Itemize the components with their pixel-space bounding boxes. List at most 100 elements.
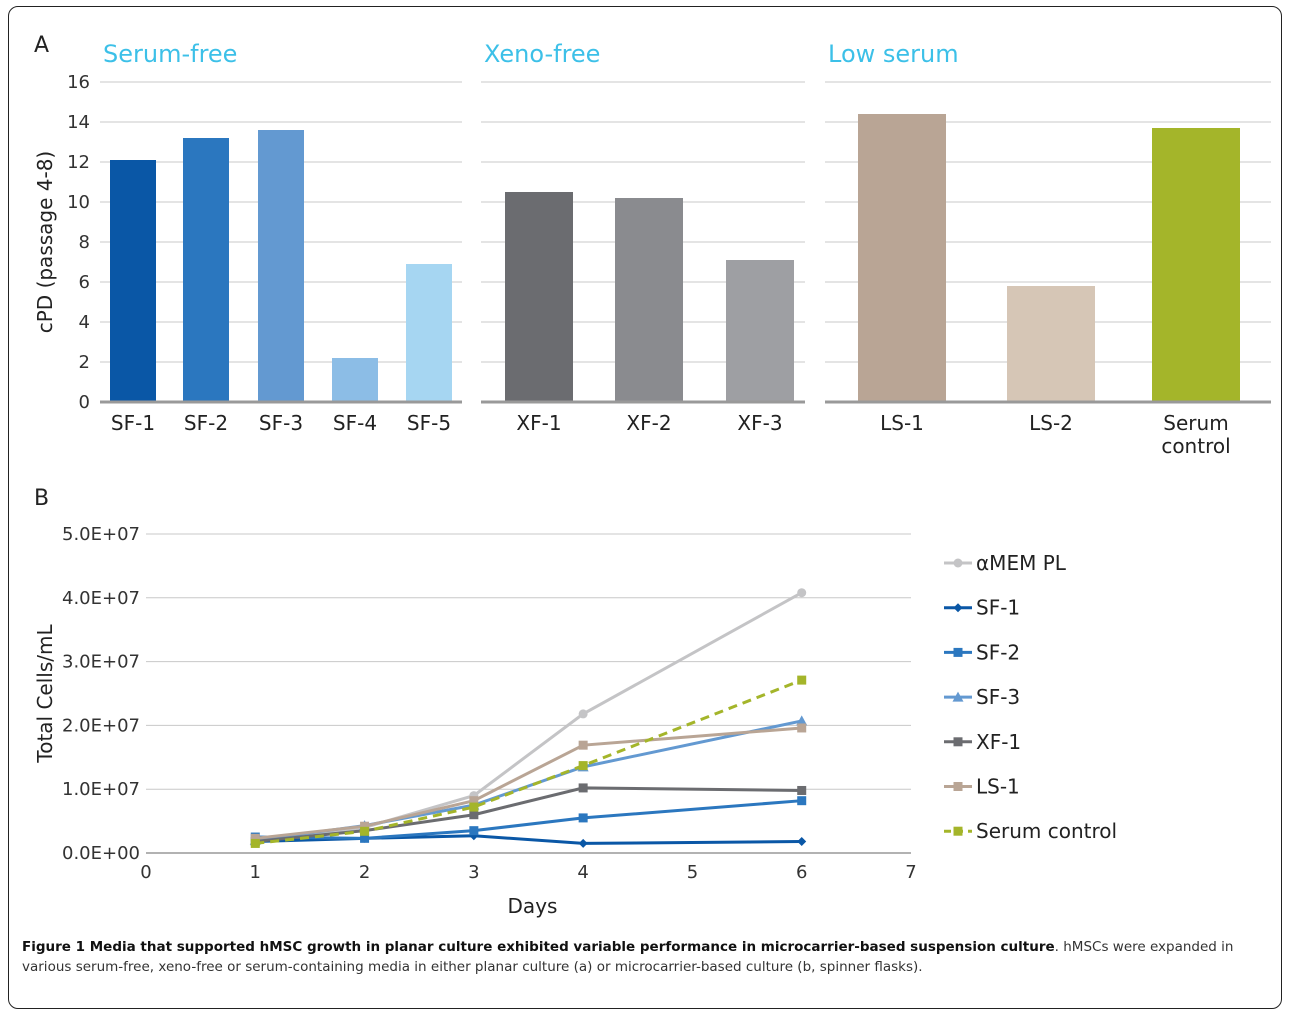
y-axis-title: Total Cells/mL — [33, 624, 57, 764]
data-point — [578, 761, 588, 771]
x-tick-label: 4 — [577, 862, 588, 883]
category-label: SF-1 — [111, 411, 155, 435]
legend-marker — [953, 782, 963, 791]
data-point — [578, 838, 588, 848]
x-tick-label: 7 — [905, 862, 916, 883]
data-point — [360, 833, 370, 843]
category-label: SF-4 — [333, 411, 377, 435]
data-point — [469, 802, 479, 812]
figure-frame — [8, 6, 1282, 1009]
data-point — [469, 810, 479, 820]
x-axis-title: Days — [508, 894, 558, 918]
bar-xf-2 — [615, 198, 683, 402]
caption-title: Figure 1 Media that supported hMSC growt… — [22, 939, 1055, 955]
data-point — [797, 796, 807, 806]
y-tick-label: 8 — [79, 232, 90, 253]
legend-label: XF-1 — [976, 730, 1021, 754]
legend-item-ls-1: LS-1 — [944, 775, 1020, 799]
category-label: XF-1 — [516, 411, 561, 435]
bar-group-serum-free: Serum-free SF-1 SF-2 SF-3 SF-4 SF-5 — [100, 40, 462, 435]
data-point — [797, 675, 807, 685]
y-tick-label: 16 — [67, 72, 90, 93]
y-tick-label: 5.0E+07 — [62, 524, 140, 545]
data-point — [797, 785, 807, 795]
category-label: SF-3 — [259, 411, 303, 435]
y-tick-label: 1.0E+07 — [62, 779, 140, 800]
y-tick-label: 0.0E+00 — [62, 843, 140, 864]
data-point — [797, 588, 807, 598]
x-tick-label: 1 — [250, 862, 261, 883]
category-label: XF-3 — [737, 411, 782, 435]
legend-label: SF-2 — [976, 640, 1020, 664]
panel-label-b: B — [34, 486, 49, 511]
series-line — [255, 678, 803, 845]
category-label: control — [1161, 434, 1230, 458]
data-point — [796, 715, 808, 726]
legend-label: αMEM PL — [976, 551, 1067, 575]
data-point — [469, 796, 479, 806]
y-tick-label: 2.0E+07 — [62, 715, 140, 736]
legend-item-xf-1: XF-1 — [944, 730, 1021, 754]
y-tick-label: 4 — [79, 312, 90, 333]
bar-group-xeno-free: Xeno-free XF-1 XF-2 XF-3 — [481, 40, 805, 435]
legend-item-sf-3: SF-3 — [944, 685, 1020, 709]
bar-sf-5 — [406, 264, 452, 402]
bar-sf-3 — [258, 130, 304, 402]
y-tick-label: 12 — [67, 152, 90, 173]
x-tick-label: 3 — [468, 862, 479, 883]
bar-ls-2 — [1007, 286, 1095, 402]
legend-marker — [953, 826, 963, 836]
category-label: LS-1 — [880, 411, 924, 435]
figure-caption: Figure 1 Media that supported hMSC growt… — [22, 937, 1272, 977]
legend-item-sf-2: SF-2 — [944, 640, 1020, 664]
legend-label: SF-3 — [976, 685, 1020, 709]
series-serum-control — [250, 675, 807, 848]
group-title: Xeno-free — [484, 40, 600, 68]
y-tick-label: 4.0E+07 — [62, 588, 140, 609]
series-ls-1 — [250, 723, 807, 843]
data-point — [360, 826, 370, 836]
data-point — [578, 813, 588, 823]
group-title: Low serum — [828, 40, 959, 68]
legend-label: LS-1 — [976, 775, 1020, 799]
bar-sf-4 — [332, 358, 378, 402]
group-title: Serum-free — [103, 40, 237, 68]
legend-marker — [953, 647, 963, 657]
x-tick-label: 5 — [687, 862, 698, 883]
y-tick-label: 2 — [79, 352, 90, 373]
y-tick-label: 3.0E+07 — [62, 652, 140, 673]
legend-marker — [953, 737, 963, 747]
caption-body: . hMSCs were expanded in various serum-f… — [22, 939, 1234, 975]
data-point — [360, 821, 370, 831]
category-label: SF-5 — [407, 411, 451, 435]
legend-marker — [953, 558, 963, 568]
data-point — [250, 833, 260, 843]
y-tick-label: 10 — [67, 192, 90, 213]
panel-b-line-chart: B 0.0E+00 1.0E+07 2.0E+07 3.0E+07 4.0E+07 5.0E… — [33, 486, 1117, 918]
bar-sf-2 — [183, 138, 229, 402]
bar-sf-1 — [110, 160, 156, 402]
data-point — [797, 723, 807, 733]
legend-label: Serum control — [976, 819, 1117, 843]
panel-label-a: A — [34, 33, 49, 58]
category-label: XF-2 — [626, 411, 671, 435]
data-point — [578, 709, 588, 719]
data-point — [578, 783, 588, 793]
bar-xf-3 — [726, 260, 794, 402]
legend-label: SF-1 — [976, 596, 1020, 620]
legend-marker — [952, 691, 964, 702]
category-label: SF-2 — [184, 411, 228, 435]
y-axis-title: cPD (passage 4-8) — [33, 151, 57, 334]
category-label: LS-2 — [1029, 411, 1073, 435]
series-line — [255, 726, 802, 840]
series-line — [255, 719, 803, 842]
data-point — [578, 740, 588, 750]
legend-item-mem-pl: αMEM PL — [944, 551, 1067, 575]
x-tick-label: 2 — [359, 862, 370, 883]
y-tick-label: 0 — [79, 392, 90, 413]
y-tick-label: 6 — [79, 272, 90, 293]
x-tick-label: 0 — [140, 862, 151, 883]
legend-item-sf-1: SF-1 — [944, 596, 1020, 620]
